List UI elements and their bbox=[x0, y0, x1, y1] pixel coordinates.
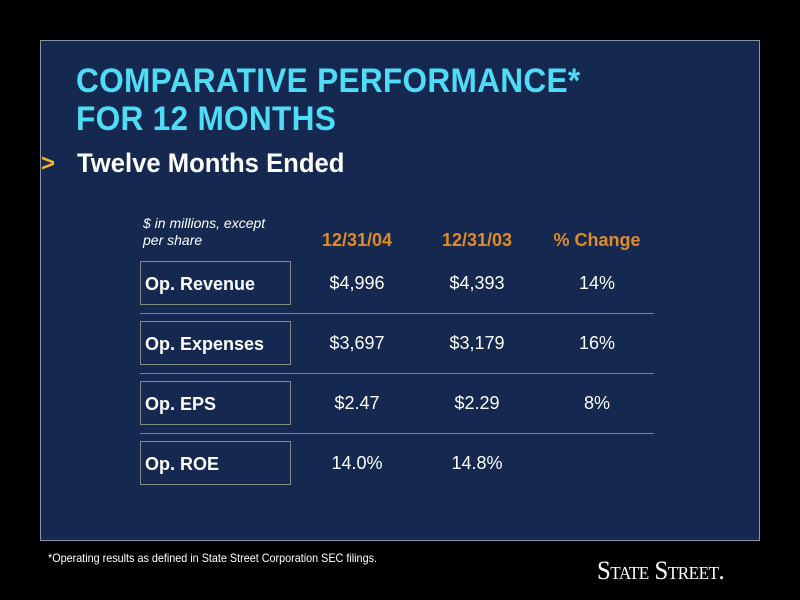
cell-revenue-2004: $4,996 bbox=[329, 273, 385, 293]
column-header-change: % Change bbox=[553, 230, 641, 250]
cell-revenue-2003: $4,393 bbox=[449, 273, 505, 293]
title-line-2: FOR 12 MONTHS bbox=[76, 100, 337, 138]
row-divider bbox=[140, 433, 654, 434]
cell-eps-change: 8% bbox=[583, 393, 610, 413]
units-note-line-1: $ in millions, except bbox=[143, 215, 266, 231]
slide-title: COMPARATIVE PERFORMANCE* FOR 12 MONTHS bbox=[76, 62, 580, 138]
cell-roe-2004: 14.0% bbox=[331, 453, 383, 473]
cell-revenue-change: 14% bbox=[578, 273, 616, 293]
cell-roe-2003: 14.8% bbox=[451, 453, 503, 473]
cell-expenses-change: 16% bbox=[578, 333, 616, 353]
cell-eps-2003: $2.29 bbox=[454, 393, 500, 413]
chevron-right-icon: > bbox=[41, 150, 56, 177]
units-note-line-2: per share bbox=[143, 232, 203, 248]
state-street-logo: State Street. bbox=[597, 556, 725, 585]
footnote: *Operating results as defined in State S… bbox=[48, 551, 377, 565]
cell-expenses-2003: $3,179 bbox=[449, 333, 505, 353]
row-label-eps: Op. EPS bbox=[140, 381, 291, 425]
cell-eps-2004: $2.47 bbox=[334, 393, 380, 413]
subtitle: Twelve Months Ended bbox=[77, 148, 345, 178]
row-divider bbox=[140, 313, 654, 314]
title-line-1: COMPARATIVE PERFORMANCE* bbox=[76, 62, 581, 100]
column-header-2003: 12/31/03 bbox=[441, 230, 513, 250]
row-label-roe: Op. ROE bbox=[140, 441, 291, 485]
cell-expenses-2004: $3,697 bbox=[329, 333, 385, 353]
content-panel bbox=[40, 40, 760, 541]
row-divider bbox=[140, 373, 654, 374]
row-label-revenue: Op. Revenue bbox=[140, 261, 291, 305]
column-header-2004: 12/31/04 bbox=[321, 230, 393, 250]
units-note: $ in millions, except per share bbox=[143, 215, 303, 249]
row-label-expenses: Op. Expenses bbox=[140, 321, 291, 365]
